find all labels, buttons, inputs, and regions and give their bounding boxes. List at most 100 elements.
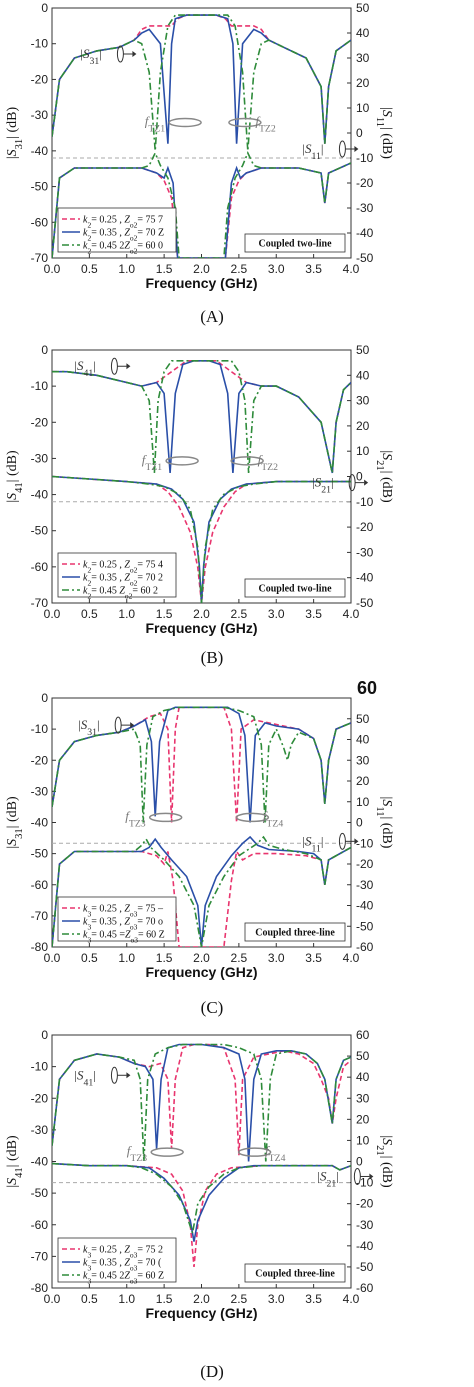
annotation-arrowhead [354,146,359,152]
y-right-axis-label: |S21| (dB) [375,1135,395,1188]
legend-entry: k2= 0.45 2Zo2= 60 0 [83,241,163,256]
series-line-s41-2 [52,360,351,474]
y-left-tick-label: -60 [31,560,49,574]
y-left-tick-label: 0 [41,691,48,705]
annotation-arrowhead [126,363,131,370]
note-label: Coupled three-line [255,1269,335,1280]
text-run: = 70 2 [137,573,163,584]
text-run: Z [125,930,131,941]
text-subscript: 3 [87,922,91,931]
x-axis-label: Frequency (GHz) [145,964,257,980]
text-run: k [83,228,88,239]
text-run: Z [124,1245,130,1256]
y-left-tick-label: -50 [31,524,49,538]
text-run: | [97,717,100,732]
y-right-tick-label: -30 [356,545,374,559]
y-right-tick-label: -50 [356,919,374,933]
text-run: f [265,1143,271,1158]
text-run: Z [124,560,130,571]
annotation-ellipse [348,474,356,492]
x-tick-label: 2.0 [193,607,210,621]
text-run: k [83,1258,88,1269]
text-run: | [379,450,394,453]
text-run: = 60 Z [138,930,165,941]
series-line-s31-0 [52,14,351,144]
y-right-tick-label: -40 [356,1239,374,1253]
text-run: S [379,799,394,806]
tz-ellipse [150,1147,184,1157]
series-line-s11-2 [52,835,351,947]
text-subscript: 31 [14,828,25,839]
text-run: | [78,717,81,732]
text-run: S [83,46,90,61]
annotation-ftz4: fTZ4 [263,808,284,829]
y-left-axis-label: |S41| (dB) [5,450,25,503]
text-subscript: o2 [130,246,138,255]
text-run: | [379,797,394,800]
x-tick-label: 2.0 [193,951,210,965]
y-left-tick-label: -10 [31,37,49,51]
text-run: = 70 ( [137,1258,162,1269]
y-left-tick-label: -60 [31,878,49,892]
text-run: S [5,839,20,846]
annotation-ftz2: fTZ2 [255,114,276,135]
y-left-axis-label: |S31| (dB) [5,107,25,160]
text-subscript: TZ1 [145,461,162,472]
annotation-arrowhead [364,479,369,486]
y-left-tick-label: -60 [31,215,49,229]
y-left-tick-label: -40 [31,816,49,830]
x-tick-label: 4.0 [343,607,360,621]
text-subscript: 2 [87,565,91,574]
y-left-tick-label: -20 [31,753,49,767]
note-label: Coupled three-line [255,928,335,939]
note-box [244,578,346,598]
text-run: = 75 7 [137,215,163,226]
text-subscript: 41 [84,1077,94,1088]
series-group [52,14,351,258]
text-subscript: o2 [130,220,138,229]
panel-caption: (C) [201,998,224,1017]
text-subscript: o2 [130,578,138,587]
y-right-tick-label: 0 [356,470,363,484]
x-tick-label: 4.0 [343,262,360,276]
y-right-tick-label: 40 [356,368,370,382]
x-tick-label: 0.5 [81,951,98,965]
y-right-tick-label: -20 [356,857,374,871]
x-tick-label: 2.0 [193,1292,210,1306]
text-run: | [93,1067,96,1082]
text-run: | [5,500,20,503]
text-subscript: 31 [14,139,25,150]
series-line-s41-0 [52,360,351,474]
y-right-tick-label: 0 [356,1155,363,1169]
y-right-axis-label: |S11| (dB) [375,107,395,159]
x-tick-label: 0.0 [44,262,61,276]
x-tick-label: 2.0 [193,262,210,276]
text-run: = 0.45 = [91,930,125,941]
x-tick-label: 3.0 [268,607,285,621]
text-run: S [315,475,322,490]
y-left-tick-label: -70 [31,251,49,265]
text-subscript: o3 [131,935,139,944]
y-left-tick-label: -50 [31,180,49,194]
text-subscript: 11 [312,843,322,854]
text-run: Z [124,1271,130,1282]
annotation-label: |S31| [78,717,99,738]
legend-entry: k2= 0.35 , Zo2= 70 2 [83,573,163,588]
text-subscript: o3 [130,1276,138,1285]
annotation-ftz1: fTZ1 [145,114,166,135]
text-run: S [5,1178,20,1185]
panel-caption: (D) [200,1362,224,1381]
series-line-s31-1 [52,14,351,144]
text-run: k [83,215,88,226]
text-run: = 75 4 [137,560,163,571]
text-run: | [321,141,324,156]
annotation-label: |S41| [74,358,95,379]
chart-panel-a: 0.0 0.5 1.0 1.5 2.0 2.5 3.0 3.5 4.0 0 -10 -20 -30 -40… [5,1,394,326]
text-run: k [83,573,88,584]
text-run: k [83,586,88,597]
y-right-axis-label: |S11| (dB) [375,797,395,849]
tz-ellipse [230,456,264,466]
series-line-s41-1 [52,360,351,474]
text-subscript: 21 [326,1178,336,1189]
annotation-ellipse [110,1066,118,1084]
